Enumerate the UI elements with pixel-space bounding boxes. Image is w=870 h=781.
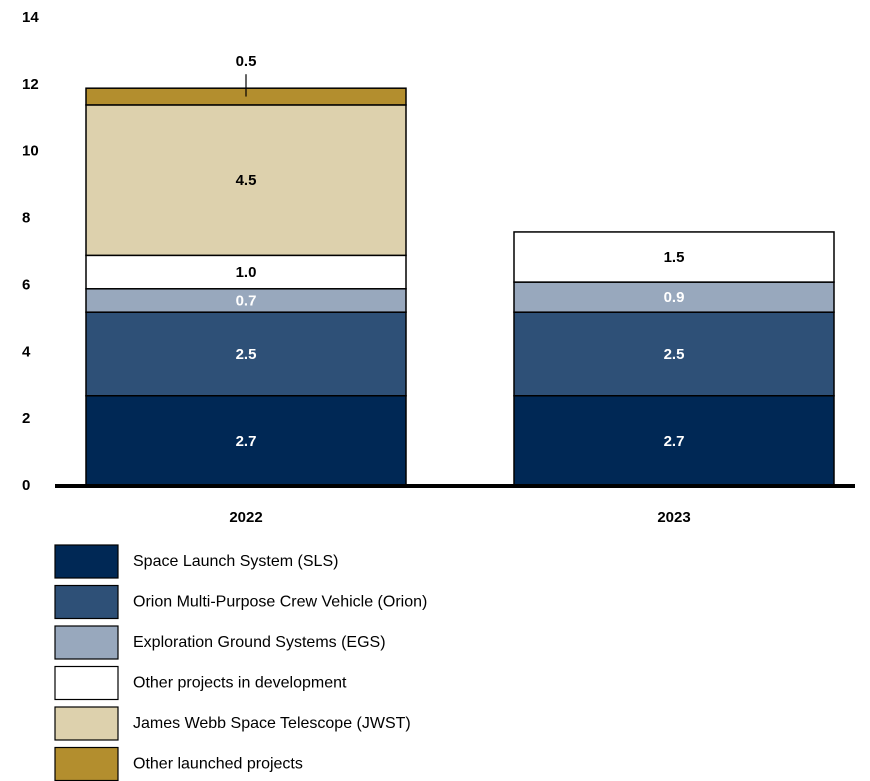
legend-label: James Webb Space Telescope (JWST) [133, 715, 411, 732]
legend-swatch [54, 544, 119, 579]
value-label: 0.5 [236, 53, 257, 70]
legend-label: Exploration Ground Systems (EGS) [133, 634, 386, 651]
value-label: 2.7 [236, 433, 257, 450]
bar-segment [513, 281, 835, 313]
legend-label: Orion Multi-Purpose Crew Vehicle (Orion) [133, 594, 427, 611]
legend-swatch [54, 584, 119, 620]
y-tick-label: 4 [22, 343, 31, 360]
bar-segment [513, 311, 835, 397]
legend-label: Other launched projects [133, 756, 303, 773]
value-label: 2.7 [664, 433, 685, 450]
bar-segment [85, 394, 407, 487]
y-tick-label: 6 [22, 276, 30, 293]
y-tick-label: 10 [22, 143, 39, 160]
legend-swatch [54, 706, 119, 741]
value-label: 1.5 [664, 249, 685, 266]
legend-swatch [54, 665, 119, 701]
y-tick-label: 2 [22, 410, 30, 427]
value-label: 0.9 [664, 289, 685, 306]
bar-segment [85, 104, 407, 257]
value-label: 1.0 [236, 264, 257, 281]
bar-segment [513, 231, 835, 283]
value-label: 2.5 [664, 346, 685, 363]
bar-segment [513, 394, 835, 487]
y-tick-label: 14 [22, 9, 39, 26]
y-tick-label: 0 [22, 477, 30, 494]
x-tick-label: 2022 [229, 509, 262, 526]
value-label: 0.7 [236, 292, 257, 309]
legend-label: Other projects in development [133, 675, 347, 692]
legend-swatch [54, 746, 119, 781]
bar-segment [85, 311, 407, 397]
value-label: 4.5 [236, 172, 257, 189]
x-tick-label: 2023 [657, 509, 690, 526]
y-tick-label: 8 [22, 210, 30, 227]
bar-segment [85, 254, 407, 290]
legend-swatch [54, 625, 119, 660]
value-label: 2.5 [236, 346, 257, 363]
legend-label: Space Launch System (SLS) [133, 553, 338, 570]
y-tick-label: 12 [22, 76, 39, 93]
